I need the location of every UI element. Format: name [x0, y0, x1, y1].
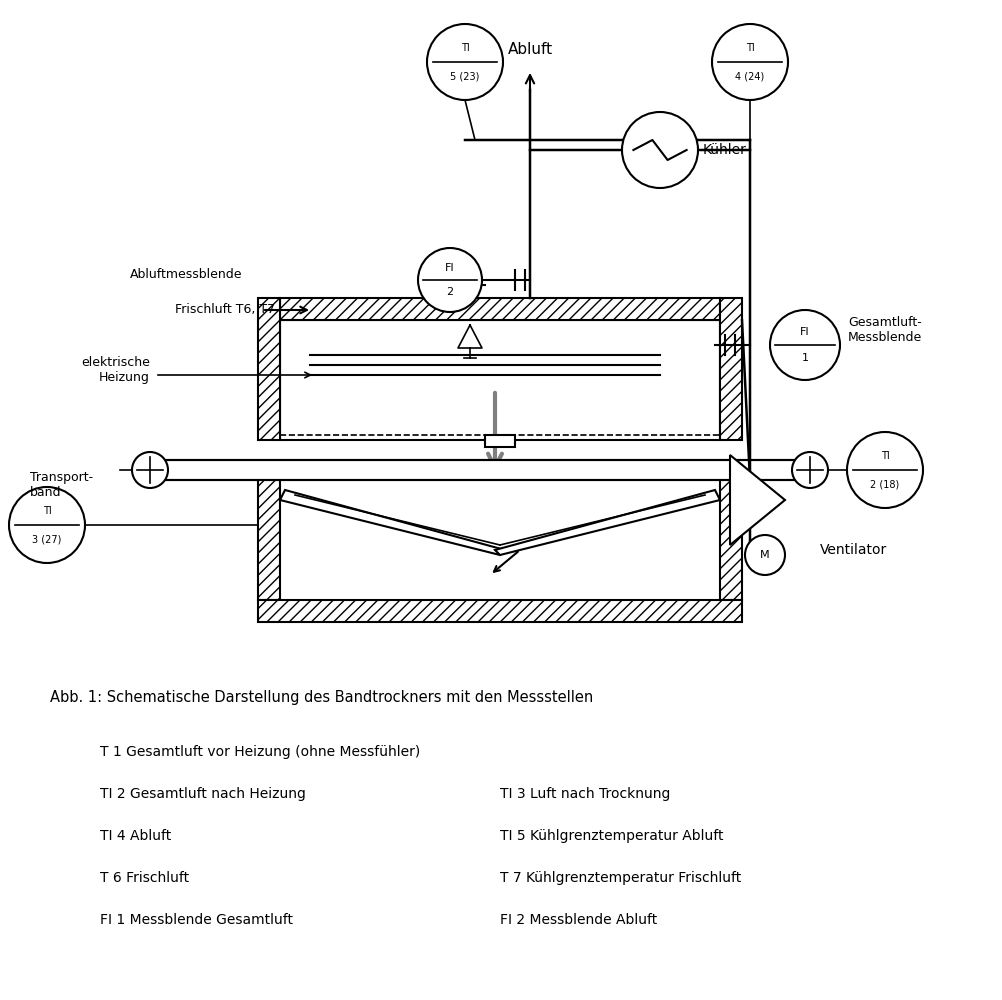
Text: FI: FI	[801, 327, 810, 337]
Text: Abb. 1: Schematische Darstellung des Bandtrockners mit den Messstellen: Abb. 1: Schematische Darstellung des Ban…	[50, 690, 593, 705]
Text: TI: TI	[461, 43, 469, 53]
Text: TI 5 Kühlgrenztemperatur Abluft: TI 5 Kühlgrenztemperatur Abluft	[500, 829, 723, 843]
Circle shape	[132, 452, 168, 488]
Text: Kühler: Kühler	[703, 143, 746, 157]
Polygon shape	[280, 490, 505, 555]
Bar	[280, 320, 720, 440]
Text: FI 2 Messblende Abluft: FI 2 Messblende Abluft	[500, 913, 657, 927]
Text: Abluft: Abluft	[507, 42, 552, 57]
Text: TI 2 Gesamtluft nach Heizung: TI 2 Gesamtluft nach Heizung	[100, 787, 306, 801]
Circle shape	[847, 432, 923, 508]
Text: 1: 1	[802, 353, 809, 363]
Text: Transport-
band: Transport- band	[30, 471, 93, 499]
Bar	[485, 435, 515, 447]
Text: TI: TI	[745, 43, 755, 53]
Polygon shape	[730, 455, 785, 545]
Text: T 1 Gesamtluft vor Heizung (ohne Messfühler): T 1 Gesamtluft vor Heizung (ohne Messfüh…	[100, 745, 420, 759]
Text: T 7 Kühlgrenztemperatur Frischluft: T 7 Kühlgrenztemperatur Frischluft	[500, 871, 741, 885]
Text: elektrische
Heizung: elektrische Heizung	[81, 356, 150, 384]
Text: Gesamtluft-
Messblende: Gesamtluft- Messblende	[848, 316, 922, 344]
Text: Ventilator: Ventilator	[820, 543, 887, 557]
Text: 4 (24): 4 (24)	[735, 71, 765, 81]
Bar	[258, 475, 280, 600]
Circle shape	[712, 24, 788, 100]
Circle shape	[745, 535, 785, 575]
Circle shape	[792, 452, 828, 488]
Circle shape	[9, 487, 85, 563]
Text: 5 (23): 5 (23)	[450, 71, 480, 81]
Circle shape	[770, 310, 840, 380]
Text: M: M	[761, 550, 770, 560]
Text: T 6 Frischluft: T 6 Frischluft	[100, 871, 189, 885]
Text: TI: TI	[43, 506, 51, 516]
Text: FI 1 Messblende Gesamtluft: FI 1 Messblende Gesamtluft	[100, 913, 293, 927]
Bar	[720, 475, 742, 600]
Bar	[258, 600, 742, 622]
Circle shape	[622, 112, 698, 188]
Polygon shape	[495, 490, 720, 555]
Text: Abluftmessblende: Abluftmessblende	[130, 268, 242, 282]
Bar	[258, 298, 280, 440]
Text: 2: 2	[447, 287, 454, 297]
Text: TI: TI	[881, 451, 890, 461]
Bar	[720, 298, 742, 440]
Text: 2 (18): 2 (18)	[871, 479, 900, 489]
Text: TI 3 Luft nach Trocknung: TI 3 Luft nach Trocknung	[500, 787, 670, 801]
Text: FI: FI	[445, 263, 455, 273]
Circle shape	[418, 248, 482, 312]
Circle shape	[427, 24, 503, 100]
Text: TI 4 Abluft: TI 4 Abluft	[100, 829, 171, 843]
Text: Frischluft T6, T7: Frischluft T6, T7	[175, 304, 276, 316]
Bar	[280, 298, 720, 320]
Bar	[150, 460, 810, 480]
Text: 3 (27): 3 (27)	[32, 534, 62, 544]
